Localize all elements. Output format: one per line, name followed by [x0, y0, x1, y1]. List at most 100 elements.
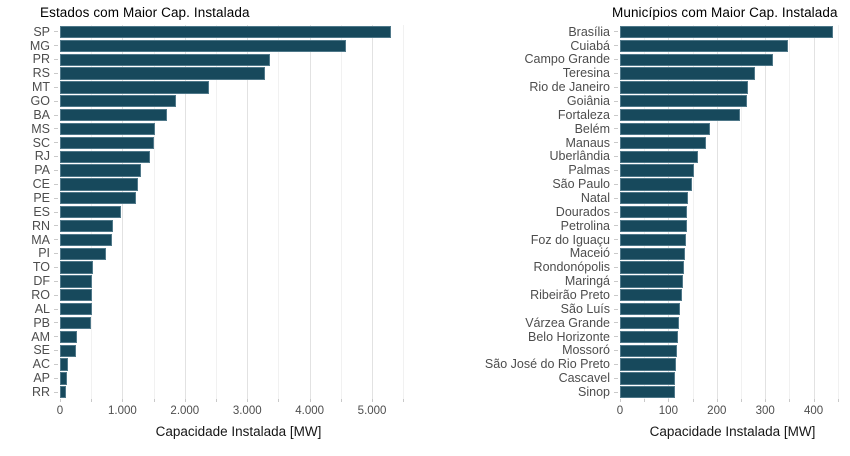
y-axis-label: Rio de Janeiro [529, 80, 610, 95]
y-axis-label: Petrolina [560, 218, 610, 233]
bar-MT [60, 81, 209, 94]
x-axis-tick [91, 399, 93, 402]
bar-Manaus [620, 136, 707, 149]
y-axis-tick [54, 183, 58, 185]
x-axis-tick-label: 1.000 [108, 405, 137, 417]
bar-AM [60, 330, 77, 343]
x-axis-tick [692, 399, 694, 402]
estados-chart-title: Estados com Maior Cap. Instalada [40, 5, 250, 20]
bar-row [620, 233, 845, 247]
bar-row [60, 136, 417, 150]
y-label-row: Mossoró [425, 344, 620, 358]
y-axis-tick [54, 170, 58, 172]
bar-São José do Rio Preto [620, 358, 677, 371]
bar-row [60, 108, 417, 122]
x-axis-tick [789, 399, 791, 402]
y-axis-label: MS [31, 121, 50, 136]
minor-gridline [692, 25, 694, 399]
x-axis-tick [340, 399, 342, 402]
y-axis-label: AM [31, 329, 50, 344]
bar-Brasília [620, 25, 833, 39]
y-label-row: SP [0, 25, 60, 39]
bar-São Paulo [620, 178, 693, 191]
y-axis-tick [54, 45, 58, 47]
y-label-row: PI [0, 247, 60, 261]
x-axis-tick [216, 399, 218, 402]
y-axis-tick [614, 100, 618, 102]
bar-row [620, 344, 845, 358]
bar-row [60, 164, 417, 178]
y-axis-label: Cuiabá [570, 38, 610, 53]
bar-row [620, 261, 845, 275]
y-label-row: PR [0, 53, 60, 67]
bar-MA [60, 233, 112, 246]
y-axis-tick [614, 73, 618, 74]
bar-Maringá [620, 275, 683, 288]
x-axis-tick [60, 399, 61, 402]
bars-container [60, 25, 417, 399]
y-axis-label: Mossoró [562, 343, 610, 358]
x-axis-tick [184, 399, 186, 402]
y-axis-tick [614, 350, 618, 352]
bar-row [60, 205, 417, 219]
bar-row [60, 316, 417, 330]
bar-AL [60, 302, 92, 316]
minor-gridline [789, 25, 791, 399]
y-axis-label: PB [33, 315, 50, 330]
y-axis-label: Cascavel [558, 371, 610, 386]
y-axis-tick [614, 114, 618, 116]
bar-row [60, 247, 417, 261]
x-axis-tick-label: 0 [56, 405, 64, 417]
x-axis-tick [278, 399, 280, 402]
y-axis-label: Uberlândia [549, 149, 610, 164]
y-axis-tick [54, 267, 58, 269]
y-axis-tick [54, 280, 58, 282]
bar-row [620, 25, 845, 39]
x-axis-tick-label: 100 [658, 405, 678, 417]
bar-row [620, 150, 845, 164]
bar-row [60, 344, 417, 358]
y-label-row: Maringá [425, 274, 620, 288]
bar-row [60, 80, 417, 94]
bar-Belo Horizonte [620, 330, 678, 343]
y-axis-label: Ribeirão Preto [530, 288, 610, 302]
y-label-row: Uberlândia [425, 150, 620, 164]
y-label-row: SC [0, 136, 60, 150]
y-label-row: Sinop [425, 385, 620, 399]
bar-row [620, 122, 845, 136]
bar-row [620, 371, 845, 385]
bar-row [620, 274, 845, 288]
y-axis-label: Fortaleza [557, 107, 610, 122]
y-axis-label: Teresina [562, 66, 610, 81]
bar-row [620, 94, 845, 108]
x-axis-tick [247, 399, 249, 402]
bar-AP [60, 372, 68, 385]
bar-Goiânia [620, 95, 747, 108]
bar-PB [60, 316, 91, 330]
y-label-row: PE [0, 191, 60, 205]
x-axis-tick-label: 5.000 [357, 405, 387, 417]
bar-GO [60, 95, 177, 108]
y-label-row: Foz do Iguaçu [425, 233, 620, 247]
minor-gridline [740, 25, 742, 399]
municipios-x-axis-title: Capacidade Instalada [MW] [649, 424, 816, 439]
bar-PA [60, 164, 141, 177]
y-axis-tick [54, 86, 58, 88]
y-axis-tick [614, 170, 618, 172]
y-axis-tick [614, 267, 618, 269]
bar-Cuiabá [620, 39, 788, 52]
y-axis-tick [54, 364, 58, 366]
x-axis-tick [716, 399, 718, 402]
y-axis-tick [614, 142, 618, 144]
bar-row [60, 53, 417, 67]
bar-row [60, 25, 417, 39]
bar-MS [60, 122, 155, 136]
y-axis-label: AL [34, 301, 50, 316]
municipios-plot-panel [620, 25, 845, 399]
y-label-row: São José do Rio Preto [425, 358, 620, 372]
bar-row [620, 191, 845, 205]
y-axis-tick [614, 45, 618, 47]
y-axis-label: MG [29, 38, 50, 53]
y-label-row: Palmas [425, 164, 620, 178]
y-axis-label: Dourados [555, 204, 610, 219]
